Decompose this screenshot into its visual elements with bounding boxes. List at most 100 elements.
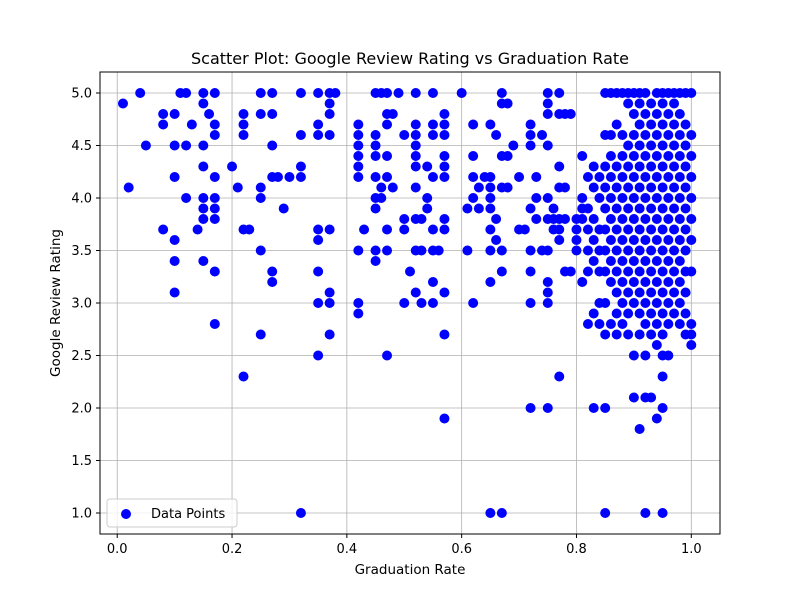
data-point xyxy=(410,88,421,98)
x-tick-label: 1.0 xyxy=(681,542,702,557)
data-point xyxy=(330,88,341,98)
data-point xyxy=(594,319,605,329)
data-point xyxy=(427,130,438,140)
data-point xyxy=(588,235,599,245)
data-point xyxy=(669,161,680,172)
data-point xyxy=(640,298,651,308)
data-point xyxy=(439,172,450,182)
data-point xyxy=(588,182,599,193)
data-point xyxy=(571,235,582,245)
data-point xyxy=(582,245,593,256)
data-point xyxy=(686,193,697,203)
data-point xyxy=(502,151,513,161)
data-point xyxy=(674,193,685,203)
data-point xyxy=(600,298,611,308)
data-point xyxy=(651,109,662,119)
data-point xyxy=(485,224,496,235)
data-point xyxy=(605,193,616,203)
data-point xyxy=(657,508,668,518)
data-point xyxy=(657,329,668,340)
data-point xyxy=(617,256,628,266)
data-point xyxy=(353,119,364,130)
data-point xyxy=(284,172,295,182)
data-point xyxy=(582,266,593,277)
data-point xyxy=(605,130,616,140)
data-point xyxy=(496,245,507,256)
data-point xyxy=(611,287,622,298)
data-point xyxy=(169,235,180,245)
data-point xyxy=(611,266,622,277)
data-point xyxy=(640,319,651,329)
data-point xyxy=(519,224,530,235)
data-point xyxy=(600,224,611,235)
data-point xyxy=(313,88,324,98)
data-point xyxy=(651,256,662,266)
data-point xyxy=(669,266,680,277)
data-point xyxy=(588,308,599,319)
data-point xyxy=(169,172,180,182)
data-point xyxy=(209,319,220,329)
data-point xyxy=(674,298,685,308)
data-point xyxy=(680,140,691,151)
data-point xyxy=(646,203,657,214)
data-point xyxy=(674,172,685,182)
data-point xyxy=(640,235,651,245)
data-point xyxy=(686,172,697,182)
x-tick-label: 0.6 xyxy=(451,542,472,557)
data-point xyxy=(313,266,324,277)
data-point xyxy=(600,266,611,277)
data-point xyxy=(422,193,433,203)
data-point xyxy=(267,277,278,287)
data-point xyxy=(198,203,209,214)
data-point xyxy=(468,119,479,130)
data-point xyxy=(634,245,645,256)
data-point xyxy=(640,193,651,203)
data-point xyxy=(439,130,450,140)
data-point xyxy=(232,182,243,193)
data-point xyxy=(359,224,370,235)
data-point xyxy=(651,151,662,161)
data-point xyxy=(669,308,680,319)
data-point xyxy=(554,224,565,235)
data-point xyxy=(313,235,324,245)
data-point xyxy=(640,277,651,287)
data-point xyxy=(571,224,582,235)
y-tick-label: 1.0 xyxy=(71,507,92,522)
data-point xyxy=(617,298,628,308)
data-point xyxy=(686,151,697,161)
data-point xyxy=(209,130,220,140)
data-point xyxy=(525,203,536,214)
data-point xyxy=(416,214,427,224)
data-point xyxy=(181,88,192,98)
data-point xyxy=(324,329,335,340)
data-point xyxy=(198,161,209,172)
data-point xyxy=(198,140,209,151)
data-point xyxy=(577,151,588,161)
legend-label: Data Points xyxy=(151,507,225,522)
data-point xyxy=(473,203,484,214)
y-axis-ticks: 1.0 1.5 2.0 2.5 3.0 3.5 4.0 4.5 5.0 xyxy=(71,87,100,522)
data-point xyxy=(674,235,685,245)
data-point xyxy=(657,224,668,235)
data-point xyxy=(623,245,634,256)
data-point xyxy=(663,277,674,287)
data-point xyxy=(623,287,634,298)
data-point xyxy=(399,214,410,224)
data-point xyxy=(646,140,657,151)
data-point xyxy=(554,161,565,172)
data-point xyxy=(588,256,599,266)
legend-box xyxy=(106,498,238,528)
data-point xyxy=(634,140,645,151)
data-point xyxy=(525,245,536,256)
data-point xyxy=(387,109,398,119)
data-point xyxy=(198,193,209,203)
data-point xyxy=(663,214,674,224)
data-point xyxy=(617,172,628,182)
grid-lines xyxy=(100,72,720,534)
data-point xyxy=(582,172,593,182)
data-point xyxy=(605,319,616,329)
data-point xyxy=(640,508,651,518)
data-points xyxy=(117,88,697,518)
data-point xyxy=(680,161,691,172)
